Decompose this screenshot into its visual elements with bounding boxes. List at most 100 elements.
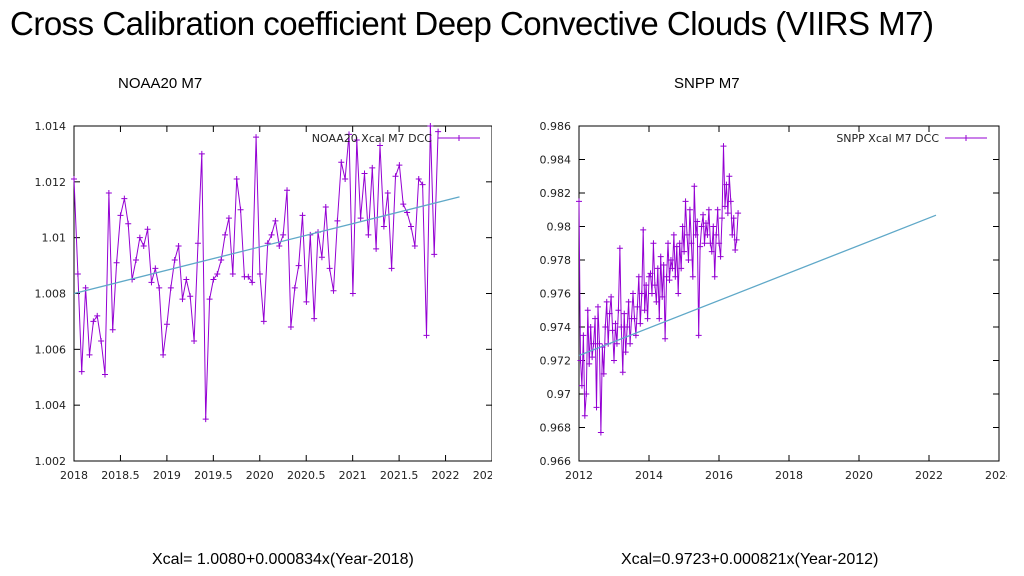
data-point — [117, 212, 124, 219]
data-point — [698, 223, 705, 230]
data-point — [613, 340, 620, 347]
data-point — [670, 231, 677, 238]
data-point — [720, 143, 727, 150]
data-point — [229, 270, 236, 277]
page-title: Cross Calibration coefficient Deep Conve… — [10, 5, 934, 42]
data-point — [407, 223, 414, 230]
data-point — [152, 265, 159, 272]
y-tick-label: 0.968 — [540, 422, 572, 435]
left-chart-subtitle: NOAA20 M7 — [118, 75, 203, 92]
y-tick-label: 1.008 — [35, 288, 67, 301]
data-point — [596, 340, 603, 347]
data-point — [710, 223, 717, 230]
data-point — [206, 296, 213, 303]
snpp-chart: 0.966 0.968 0.97 0.972 0.974 0.976 0.978 0.98 0.… — [540, 120, 1008, 482]
data-point — [276, 243, 283, 250]
data-point — [732, 246, 739, 253]
data-point — [650, 240, 657, 247]
x-tick-label: 2020.5 — [287, 469, 326, 482]
data-point — [346, 131, 353, 138]
x-tick-label: 2012 — [565, 469, 593, 482]
data-point — [729, 231, 736, 238]
data-point — [287, 324, 294, 330]
data-point — [322, 203, 329, 210]
data-point — [392, 173, 399, 180]
x-tick-label: 2022.5 — [473, 469, 492, 482]
data-point — [615, 307, 622, 314]
y-tick-label: 1.014 — [35, 120, 67, 133]
data-point — [711, 273, 718, 280]
data-point — [724, 210, 731, 217]
data-point — [723, 181, 730, 188]
data-point — [630, 290, 637, 297]
data-point — [431, 251, 438, 258]
right-chart-subtitle: SNPP M7 — [674, 75, 740, 92]
data-point — [669, 265, 676, 272]
data-point — [280, 231, 287, 238]
data-point — [735, 210, 742, 217]
x-tick-label: 2020 — [845, 469, 873, 482]
data-point — [183, 276, 190, 283]
x-tick-label: 2014 — [635, 469, 663, 482]
data-point — [78, 368, 85, 375]
data-point — [603, 298, 610, 305]
data-point — [684, 231, 691, 238]
data-point — [222, 231, 229, 238]
data-point — [214, 270, 221, 277]
legend-marker — [456, 135, 462, 141]
y-tick-label: 1.006 — [35, 343, 67, 356]
data-point — [388, 265, 395, 272]
data-point — [627, 340, 634, 347]
legend-marker — [963, 135, 969, 141]
data-point — [594, 303, 601, 310]
data-point — [175, 243, 182, 250]
data-point — [663, 273, 670, 280]
x-tick-label: 2018 — [60, 469, 88, 482]
data-point — [218, 257, 225, 263]
data-point — [727, 198, 734, 205]
data-point — [187, 293, 194, 300]
data-point — [125, 220, 132, 227]
data-point — [109, 326, 116, 333]
data-point — [311, 315, 318, 322]
data-point — [396, 162, 403, 169]
x-tick-label: 2022 — [432, 469, 460, 482]
data-point — [202, 416, 209, 423]
data-point — [609, 327, 616, 334]
data-point — [704, 231, 711, 238]
data-point — [586, 360, 593, 367]
data-point — [148, 279, 155, 286]
data-point — [691, 183, 698, 190]
data-point — [334, 217, 341, 224]
data-point — [721, 203, 728, 210]
data-point — [136, 234, 143, 241]
data-point — [697, 243, 704, 250]
data-point — [194, 240, 201, 247]
data-point — [113, 259, 120, 266]
data-point — [233, 176, 240, 183]
data-point — [349, 290, 356, 297]
data-point — [602, 324, 609, 330]
data-point — [581, 412, 588, 419]
data-point — [342, 176, 349, 183]
data-point — [132, 257, 139, 263]
x-tick-label: 2018 — [775, 469, 803, 482]
data-point — [580, 332, 587, 339]
y-tick-label: 1.012 — [35, 176, 67, 189]
data-point — [272, 217, 279, 224]
data-point — [625, 298, 632, 305]
data-point — [578, 382, 585, 389]
data-point — [653, 298, 660, 305]
data-point — [583, 391, 590, 397]
data-point — [291, 284, 298, 291]
fit-line — [73, 196, 460, 295]
data-point — [357, 215, 364, 222]
data-point — [726, 173, 733, 180]
legend-label: SNPP Xcal M7 DCC — [836, 132, 939, 145]
data-point — [156, 284, 163, 291]
y-tick-label: 0.984 — [540, 154, 572, 167]
data-point — [733, 236, 740, 243]
data-point — [198, 150, 205, 157]
data-point — [685, 257, 692, 263]
data-point — [101, 371, 108, 378]
